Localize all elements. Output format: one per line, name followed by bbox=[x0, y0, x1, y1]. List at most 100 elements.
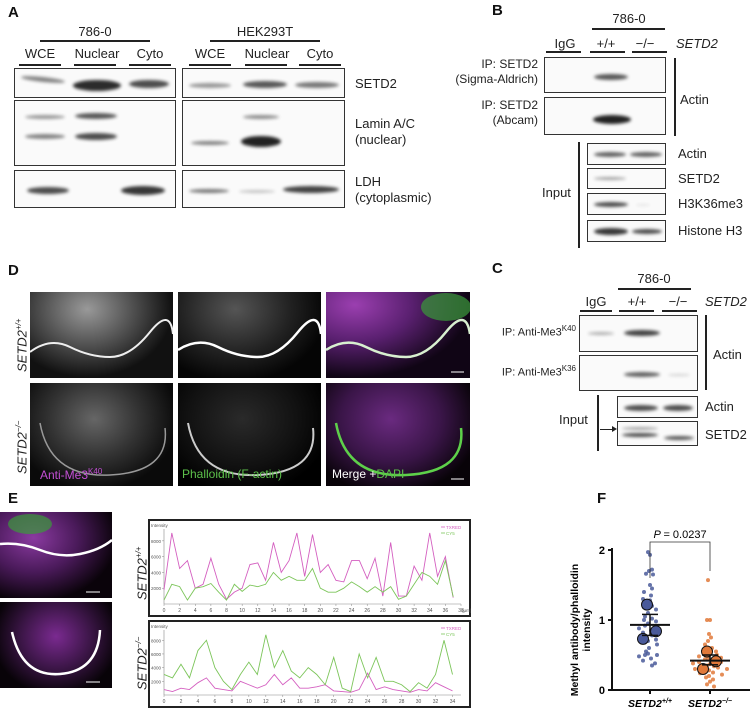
micrograph-linescan-ko bbox=[0, 602, 112, 688]
data-point bbox=[637, 654, 641, 659]
panel-f-label: F bbox=[597, 490, 607, 507]
row-label: (cytoplasmic) bbox=[355, 190, 432, 205]
lane-label: −/− bbox=[635, 36, 655, 51]
row-label: (nuclear) bbox=[355, 132, 407, 147]
y-tick-label: 2 bbox=[599, 545, 605, 557]
series-line-txred bbox=[163, 532, 454, 600]
panel-a-label: A bbox=[8, 4, 19, 21]
x-tick-label: 2 bbox=[180, 699, 183, 705]
data-point bbox=[653, 661, 657, 666]
gene-label: SETD2 bbox=[676, 36, 718, 51]
data-point bbox=[707, 632, 711, 636]
lane-label: Cyto bbox=[306, 46, 334, 61]
input-label: Input bbox=[559, 412, 588, 427]
data-point bbox=[641, 658, 645, 663]
legend-label: CY5 bbox=[446, 632, 455, 637]
x-tick-label: 18 bbox=[302, 608, 308, 614]
data-point bbox=[693, 667, 697, 671]
x-tick-label: 28 bbox=[399, 699, 405, 705]
x-tick-label: 18 bbox=[314, 699, 320, 705]
data-point bbox=[703, 642, 707, 647]
caption-phalloidin: Phalloidin (F-actin) bbox=[182, 467, 283, 481]
row-label: Histone H3 bbox=[678, 223, 743, 238]
row-label: H3K36me3 bbox=[678, 196, 744, 211]
y-tick-label: 4000 bbox=[151, 570, 162, 575]
x-tick-label: 4 bbox=[197, 699, 200, 705]
data-point bbox=[708, 618, 712, 622]
data-point bbox=[708, 679, 712, 684]
x-tick-label: 10 bbox=[239, 608, 245, 614]
x-tick-label: 0 bbox=[163, 608, 166, 614]
cell-line-label: 786-0 bbox=[637, 271, 671, 286]
x-tick-label: 0 bbox=[163, 699, 166, 705]
data-point bbox=[649, 593, 653, 598]
data-point bbox=[643, 653, 647, 657]
lane-label: Cyto bbox=[136, 46, 164, 61]
data-point bbox=[650, 586, 654, 591]
lane-label: −/− bbox=[668, 294, 688, 309]
x-tick-label: 4 bbox=[194, 608, 197, 614]
lane-label: WCE bbox=[24, 46, 56, 61]
y-tick-label: 8000 bbox=[151, 539, 162, 544]
data-point bbox=[642, 590, 646, 594]
x-tick-label: 34 bbox=[427, 608, 433, 614]
data-point bbox=[654, 619, 658, 624]
data-point bbox=[720, 672, 724, 677]
blot-ip-sigma bbox=[544, 57, 666, 93]
blot-lamin-786 bbox=[14, 100, 176, 166]
ip-label: (Abcam) bbox=[492, 113, 538, 127]
scatter-chart: 0 1 2 Methyl antibody/phalloidinintensity SE… bbox=[569, 529, 750, 710]
data-point bbox=[649, 656, 653, 661]
x-tick-label: 10 bbox=[246, 699, 252, 705]
x-tick-label: 22 bbox=[333, 608, 339, 614]
data-point bbox=[648, 583, 652, 587]
y-tick-label: 4000 bbox=[151, 666, 162, 671]
x-tick-label: 24 bbox=[349, 608, 355, 614]
y-tick-label: 6000 bbox=[151, 652, 162, 657]
y-tick-label: 2000 bbox=[151, 679, 162, 684]
x-tick-label: 6 bbox=[214, 699, 217, 705]
ip-blot-label: Actin bbox=[680, 92, 709, 107]
row-label: Lamin A/C bbox=[355, 116, 415, 131]
replicate-mean-point bbox=[697, 663, 709, 675]
series-line-txred bbox=[163, 672, 453, 693]
x-tick-label: 34 bbox=[450, 699, 456, 705]
row-label: SETD2 bbox=[678, 171, 720, 186]
data-point bbox=[711, 670, 715, 675]
cell-line-label: 786-0 bbox=[612, 11, 646, 26]
y-axis-label: Intensity bbox=[151, 523, 169, 528]
p-value-label: P = 0.0237 bbox=[653, 529, 706, 541]
x-tick-label: 32 bbox=[433, 699, 439, 705]
group-line bbox=[40, 40, 150, 42]
micrograph-methyl-ko bbox=[30, 383, 173, 486]
x-tick-label: 30 bbox=[416, 699, 422, 705]
caption-merge: Merge +DAPI bbox=[332, 467, 405, 481]
row-label: LDH bbox=[355, 174, 382, 189]
data-point bbox=[711, 677, 715, 682]
blot-input-actin bbox=[617, 396, 698, 418]
x-tick-label: 24 bbox=[365, 699, 371, 705]
data-point bbox=[705, 682, 709, 687]
lane-label: IgG bbox=[554, 36, 576, 51]
lane-label: IgG bbox=[585, 294, 607, 309]
row-label: Actin bbox=[705, 399, 734, 414]
x-tick-label: 6 bbox=[210, 608, 213, 614]
x-tick-label: 36 bbox=[443, 608, 449, 614]
ip-blot-label: Actin bbox=[713, 347, 742, 362]
caption-methyl: Anti-Me3K40 bbox=[40, 467, 103, 482]
y-tick-label: 1 bbox=[599, 615, 605, 627]
x-tick-label: 2 bbox=[178, 608, 181, 614]
data-point bbox=[654, 637, 658, 642]
panel-c-label: C bbox=[492, 260, 503, 277]
data-point bbox=[647, 569, 651, 573]
blot-ip-k36 bbox=[579, 355, 698, 391]
micrograph-linescan-wt bbox=[0, 512, 112, 598]
x-tick-label: 32 bbox=[411, 608, 417, 614]
blot-ip-abcam bbox=[544, 97, 666, 135]
x-tick-label: 26 bbox=[364, 608, 370, 614]
row-genotype-label: SETD2−/− bbox=[14, 420, 30, 474]
ip-label: IP: Anti-Me3K40 bbox=[501, 324, 576, 339]
data-point bbox=[644, 571, 648, 576]
